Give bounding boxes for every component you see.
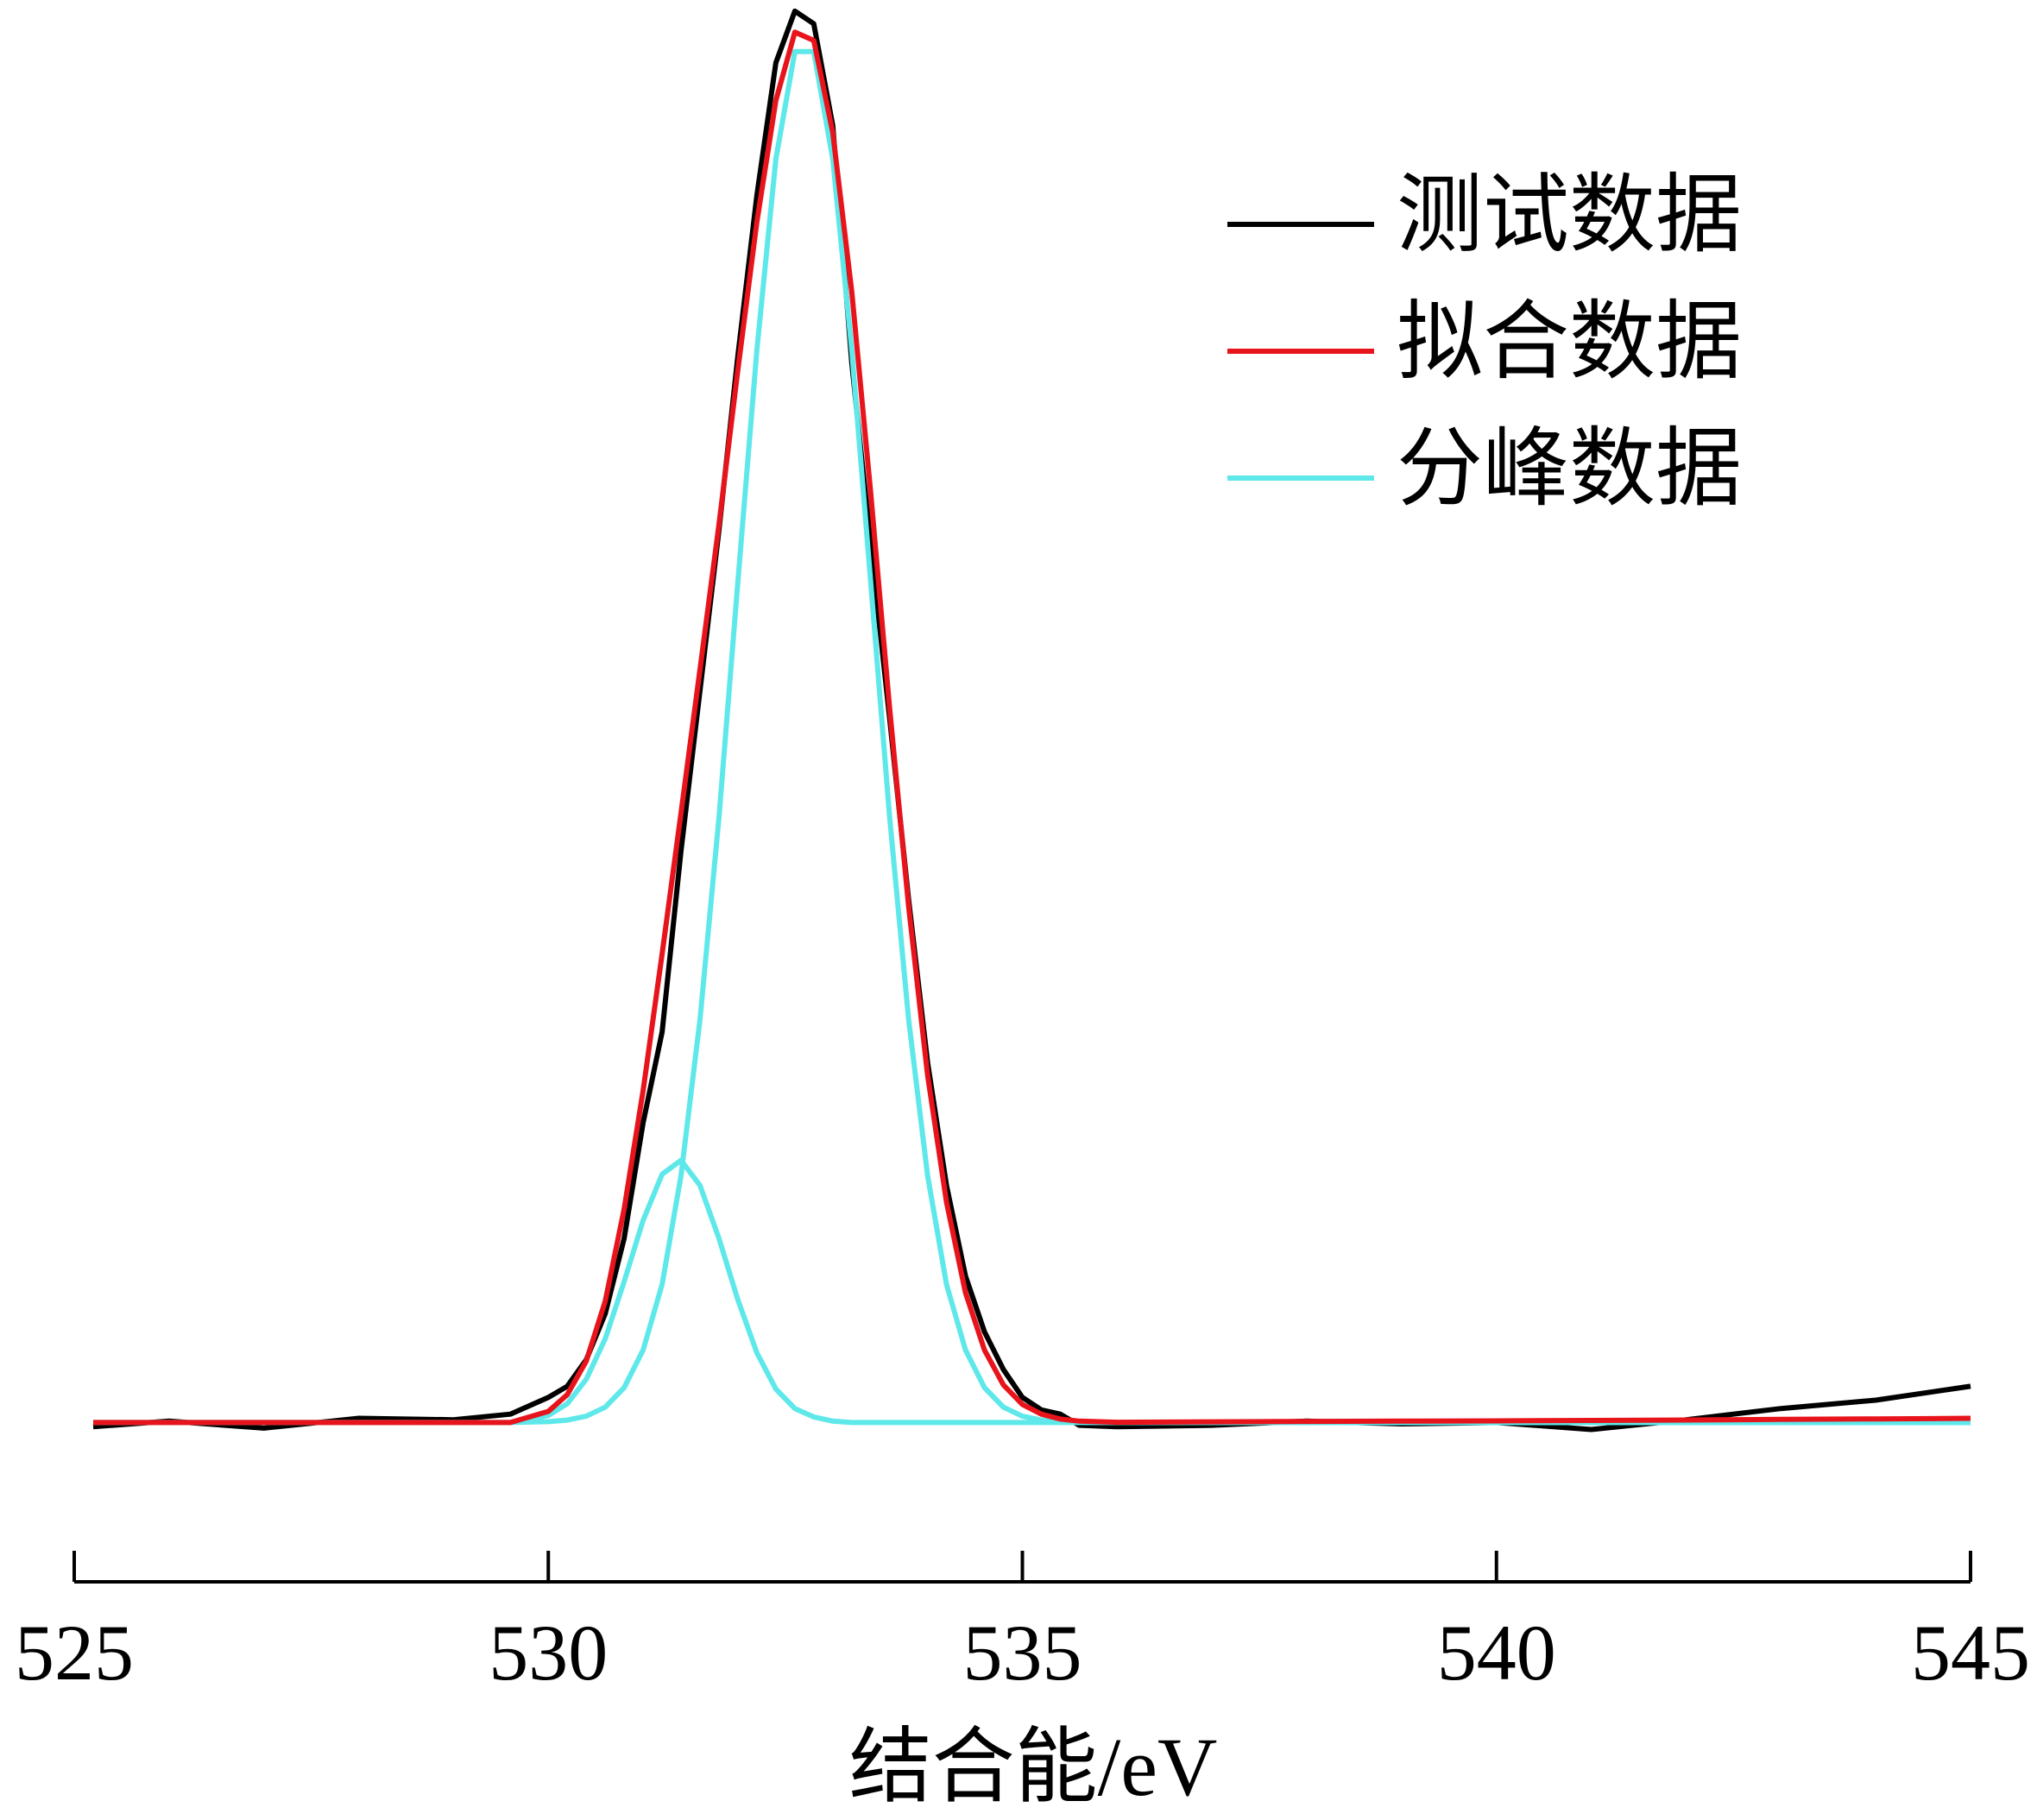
x-tick-label: 530 — [489, 1609, 608, 1697]
x-tick-label: 540 — [1437, 1609, 1556, 1697]
legend-label: 分峰数据 — [1397, 421, 1742, 517]
legend-label: 拟合数据 — [1397, 294, 1742, 390]
x-tick-label: 545 — [1911, 1609, 2030, 1697]
legend-label: 测试数据 — [1397, 167, 1742, 263]
x-tick-label: 535 — [963, 1609, 1082, 1697]
x-tick-label: 525 — [15, 1609, 134, 1697]
x-axis-label: 结合能/eV — [849, 1721, 1218, 1813]
data-line — [93, 1157, 1971, 1426]
data-line — [93, 29, 1971, 1426]
